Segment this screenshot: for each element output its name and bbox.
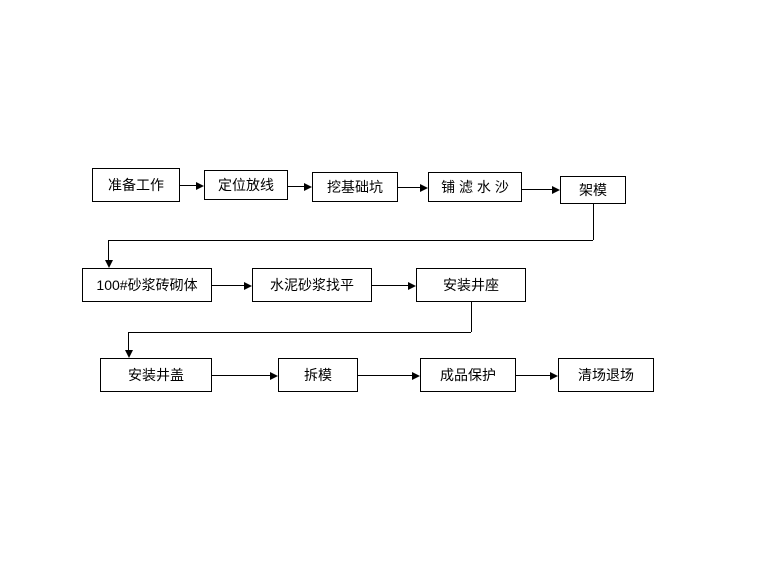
edge-line bbox=[212, 375, 272, 376]
edge-line bbox=[398, 187, 422, 188]
flow-node-n8: 安装井座 bbox=[416, 268, 526, 302]
flow-node-n2: 定位放线 bbox=[204, 170, 288, 200]
flow-node-n11: 成品保护 bbox=[420, 358, 516, 392]
edge-line bbox=[358, 375, 414, 376]
flow-node-n10: 拆模 bbox=[278, 358, 358, 392]
flow-node-n1: 准备工作 bbox=[92, 168, 180, 202]
edge-line bbox=[471, 302, 472, 332]
arrow-head-icon bbox=[550, 372, 558, 380]
arrow-head-icon bbox=[105, 260, 113, 268]
flow-node-n7: 水泥砂浆找平 bbox=[252, 268, 372, 302]
arrow-head-icon bbox=[270, 372, 278, 380]
arrow-head-icon bbox=[408, 282, 416, 290]
arrow-head-icon bbox=[420, 184, 428, 192]
arrow-head-icon bbox=[125, 350, 133, 358]
arrow-head-icon bbox=[412, 372, 420, 380]
flowchart-container: 准备工作定位放线挖基础坑铺 滤 水 沙 架模 100#砂浆砖砌体 水泥砂浆找平 安装井座… bbox=[0, 0, 760, 570]
flow-node-n12: 清场退场 bbox=[558, 358, 654, 392]
edge-line bbox=[516, 375, 552, 376]
arrow-head-icon bbox=[304, 183, 312, 191]
edge-line bbox=[108, 240, 109, 262]
edge-line bbox=[212, 285, 246, 286]
edge-line bbox=[522, 189, 554, 190]
edge-line bbox=[372, 285, 410, 286]
flow-node-n5: 架模 bbox=[560, 176, 626, 204]
flow-node-n4: 铺 滤 水 沙 bbox=[428, 172, 522, 202]
edge-line bbox=[108, 240, 593, 241]
flow-node-n6: 100#砂浆砖砌体 bbox=[82, 268, 212, 302]
arrow-head-icon bbox=[552, 186, 560, 194]
arrow-head-icon bbox=[244, 282, 252, 290]
edge-line bbox=[593, 204, 594, 240]
flow-node-n9: 安装井盖 bbox=[100, 358, 212, 392]
edge-line bbox=[128, 332, 129, 352]
edge-line bbox=[128, 332, 471, 333]
flow-node-n3: 挖基础坑 bbox=[312, 172, 398, 202]
arrow-head-icon bbox=[196, 182, 204, 190]
